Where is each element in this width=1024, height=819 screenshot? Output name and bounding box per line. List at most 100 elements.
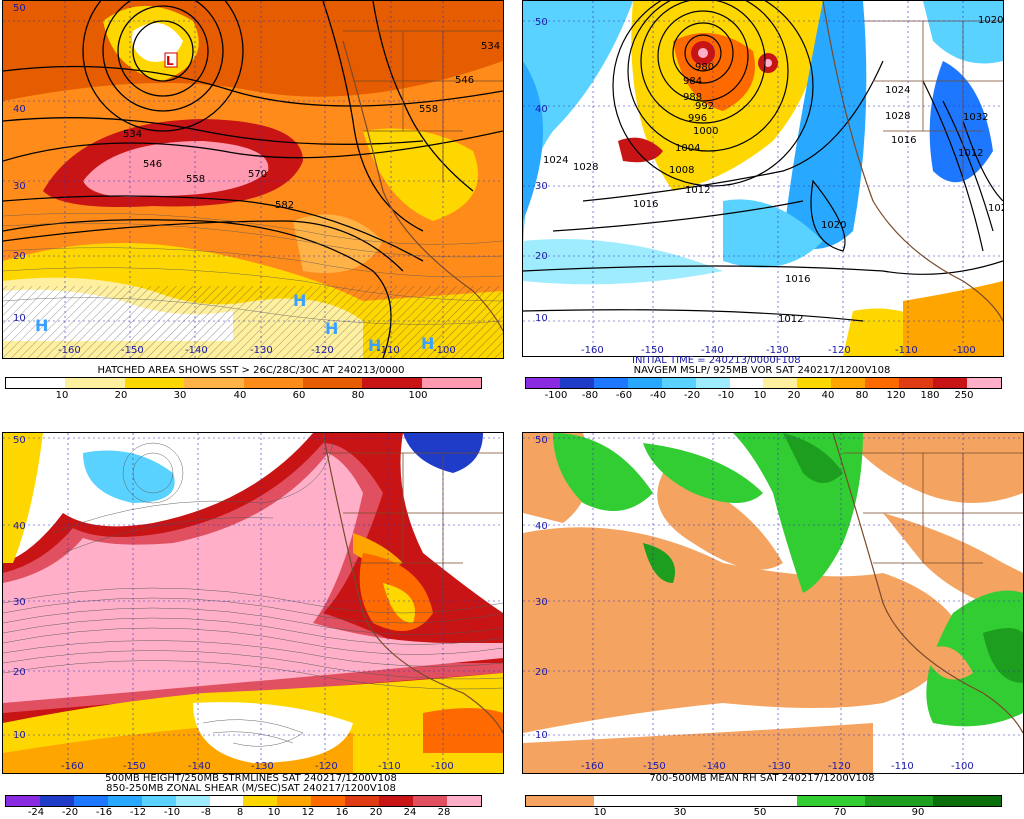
lon-label: -160 [581, 345, 604, 356]
colorbar-tick: -100 [544, 390, 568, 401]
lon-label: -100 [433, 345, 456, 356]
lon-label: -130 [768, 761, 791, 772]
isobar-label: 988 [683, 92, 702, 103]
panel-mslp-vorticity: 980 984 988 992 996 1000 1004 1008 1012 … [522, 0, 1004, 357]
isobar-label: 1012 [685, 185, 710, 196]
colorbar-tick: -80 [581, 390, 599, 401]
isobar-label: 1020 [988, 203, 1003, 214]
isobar-label: 1028 [885, 111, 910, 122]
colorbar-tick: 40 [233, 390, 247, 401]
colorbar-tick: -24 [27, 807, 45, 818]
isobar-label: 1016 [633, 199, 658, 210]
colorbar-tick: 80 [855, 390, 869, 401]
lon-label: -110 [891, 761, 914, 772]
isobar-label: 1008 [669, 165, 694, 176]
caption-lower-left-streamlines: 500MB HEIGHT/250MB STRMLINES SAT 240217/… [105, 773, 397, 784]
colorbar-tick: -60 [615, 390, 633, 401]
colorbar-tick: 10 [55, 390, 69, 401]
contour-label: 546 [455, 75, 474, 86]
lat-label: 20 [535, 251, 548, 262]
lon-label: -100 [951, 761, 974, 772]
caption-upper-right-initial: INITIAL TIME = 240213/0000F108 [632, 355, 801, 366]
isobar-label: 1024 [543, 155, 568, 166]
colorbar-tick: 12 [301, 807, 315, 818]
colorbar-tick: 180 [920, 390, 940, 401]
lon-label: -160 [58, 345, 81, 356]
high-marker: H [293, 291, 306, 310]
lat-label: 30 [13, 181, 26, 192]
lon-label: -160 [61, 761, 84, 772]
map-mslp-vorticity: 980 984 988 992 996 1000 1004 1008 1012 … [523, 1, 1003, 356]
isobar-label: 984 [683, 76, 702, 87]
colorbar-tick: 10 [593, 807, 607, 818]
isobar-label: 1032 [963, 112, 988, 123]
colorbar-tick: 100 [408, 390, 428, 401]
lon-label: -140 [703, 761, 726, 772]
lon-label: -140 [188, 761, 211, 772]
lat-label: 20 [13, 667, 26, 678]
colorbar-tick: 90 [911, 807, 925, 818]
lon-label: -130 [766, 345, 789, 356]
isobar-label: 1016 [785, 274, 810, 285]
lat-label: 30 [13, 597, 26, 608]
map-500mb-wind: 534 546 558 570 582 534 546 558 H H H H … [3, 1, 503, 358]
contour-label: 546 [143, 159, 162, 170]
contour-label: 570 [248, 169, 267, 180]
panel-mean-rh: 50 40 30 20 10 -160 -150 -140 -130 -120 … [522, 432, 1024, 774]
high-marker: H [421, 334, 434, 353]
colorbar-tick: 30 [673, 807, 687, 818]
lat-label: 40 [535, 521, 548, 532]
isobar-label: 992 [695, 101, 714, 112]
lat-label: 30 [535, 597, 548, 608]
colorbar-tick: -40 [649, 390, 667, 401]
high-marker: H [35, 316, 48, 335]
isobar-label: 996 [688, 113, 707, 124]
colorbar-tick: -10 [163, 807, 181, 818]
colorbar-tick: -20 [683, 390, 701, 401]
lon-label: -110 [377, 345, 400, 356]
colorbar-tick: -8 [201, 807, 211, 818]
lon-label: -120 [311, 345, 334, 356]
lon-label: -120 [828, 345, 851, 356]
map-mean-rh: 50 40 30 20 10 -160 -150 -140 -130 -120 … [523, 433, 1023, 773]
lon-label: -160 [581, 761, 604, 772]
lon-label: -150 [121, 345, 144, 356]
colorbar-tick: 8 [236, 807, 244, 818]
colorbar-tick: -10 [717, 390, 735, 401]
colorbar-tick: 16 [335, 807, 349, 818]
colorbar-tick: 10 [753, 390, 767, 401]
colorbar-tick: 20 [114, 390, 128, 401]
lat-label: 40 [535, 104, 548, 115]
lat-label: 10 [13, 313, 26, 324]
colorbar-tick: 50 [753, 807, 767, 818]
lat-label: 50 [13, 3, 26, 14]
contour-label: 534 [481, 41, 500, 52]
lon-label: -130 [250, 345, 273, 356]
colorbar-tick: 20 [369, 807, 383, 818]
colorbar-tick: 120 [886, 390, 906, 401]
lat-label: 10 [13, 730, 26, 741]
caption-upper-left: HATCHED AREA SHOWS SST > 26C/28C/30C AT … [97, 365, 405, 376]
lon-label: -130 [251, 761, 274, 772]
colorbar-tick: 80 [351, 390, 365, 401]
lat-label: 10 [535, 313, 548, 324]
isobar-label: 1020 [821, 220, 846, 231]
colorbar-upper-right [525, 377, 1002, 389]
isobar-label: 1000 [693, 126, 718, 137]
isobar-label: 1016 [891, 135, 916, 146]
contour-label: 558 [419, 104, 438, 115]
high-marker: H [325, 319, 338, 338]
low-marker: L [166, 54, 174, 68]
contour-label: 534 [123, 129, 142, 140]
contour-label: 558 [186, 174, 205, 185]
high-marker: H [368, 336, 381, 355]
lat-label: 50 [13, 435, 26, 446]
caption-lower-right: 700-500MB MEAN RH SAT 240217/1200V108 [649, 773, 875, 784]
lon-label: -100 [953, 345, 976, 356]
isobar-label: 1012 [778, 314, 803, 325]
colorbar-tick: 250 [954, 390, 974, 401]
panel-500mb-wind: 534 546 558 570 582 534 546 558 H H H H … [2, 0, 504, 359]
isobar-label: 1024 [885, 85, 910, 96]
isobar-label: 980 [695, 62, 714, 73]
lat-label: 30 [535, 181, 548, 192]
